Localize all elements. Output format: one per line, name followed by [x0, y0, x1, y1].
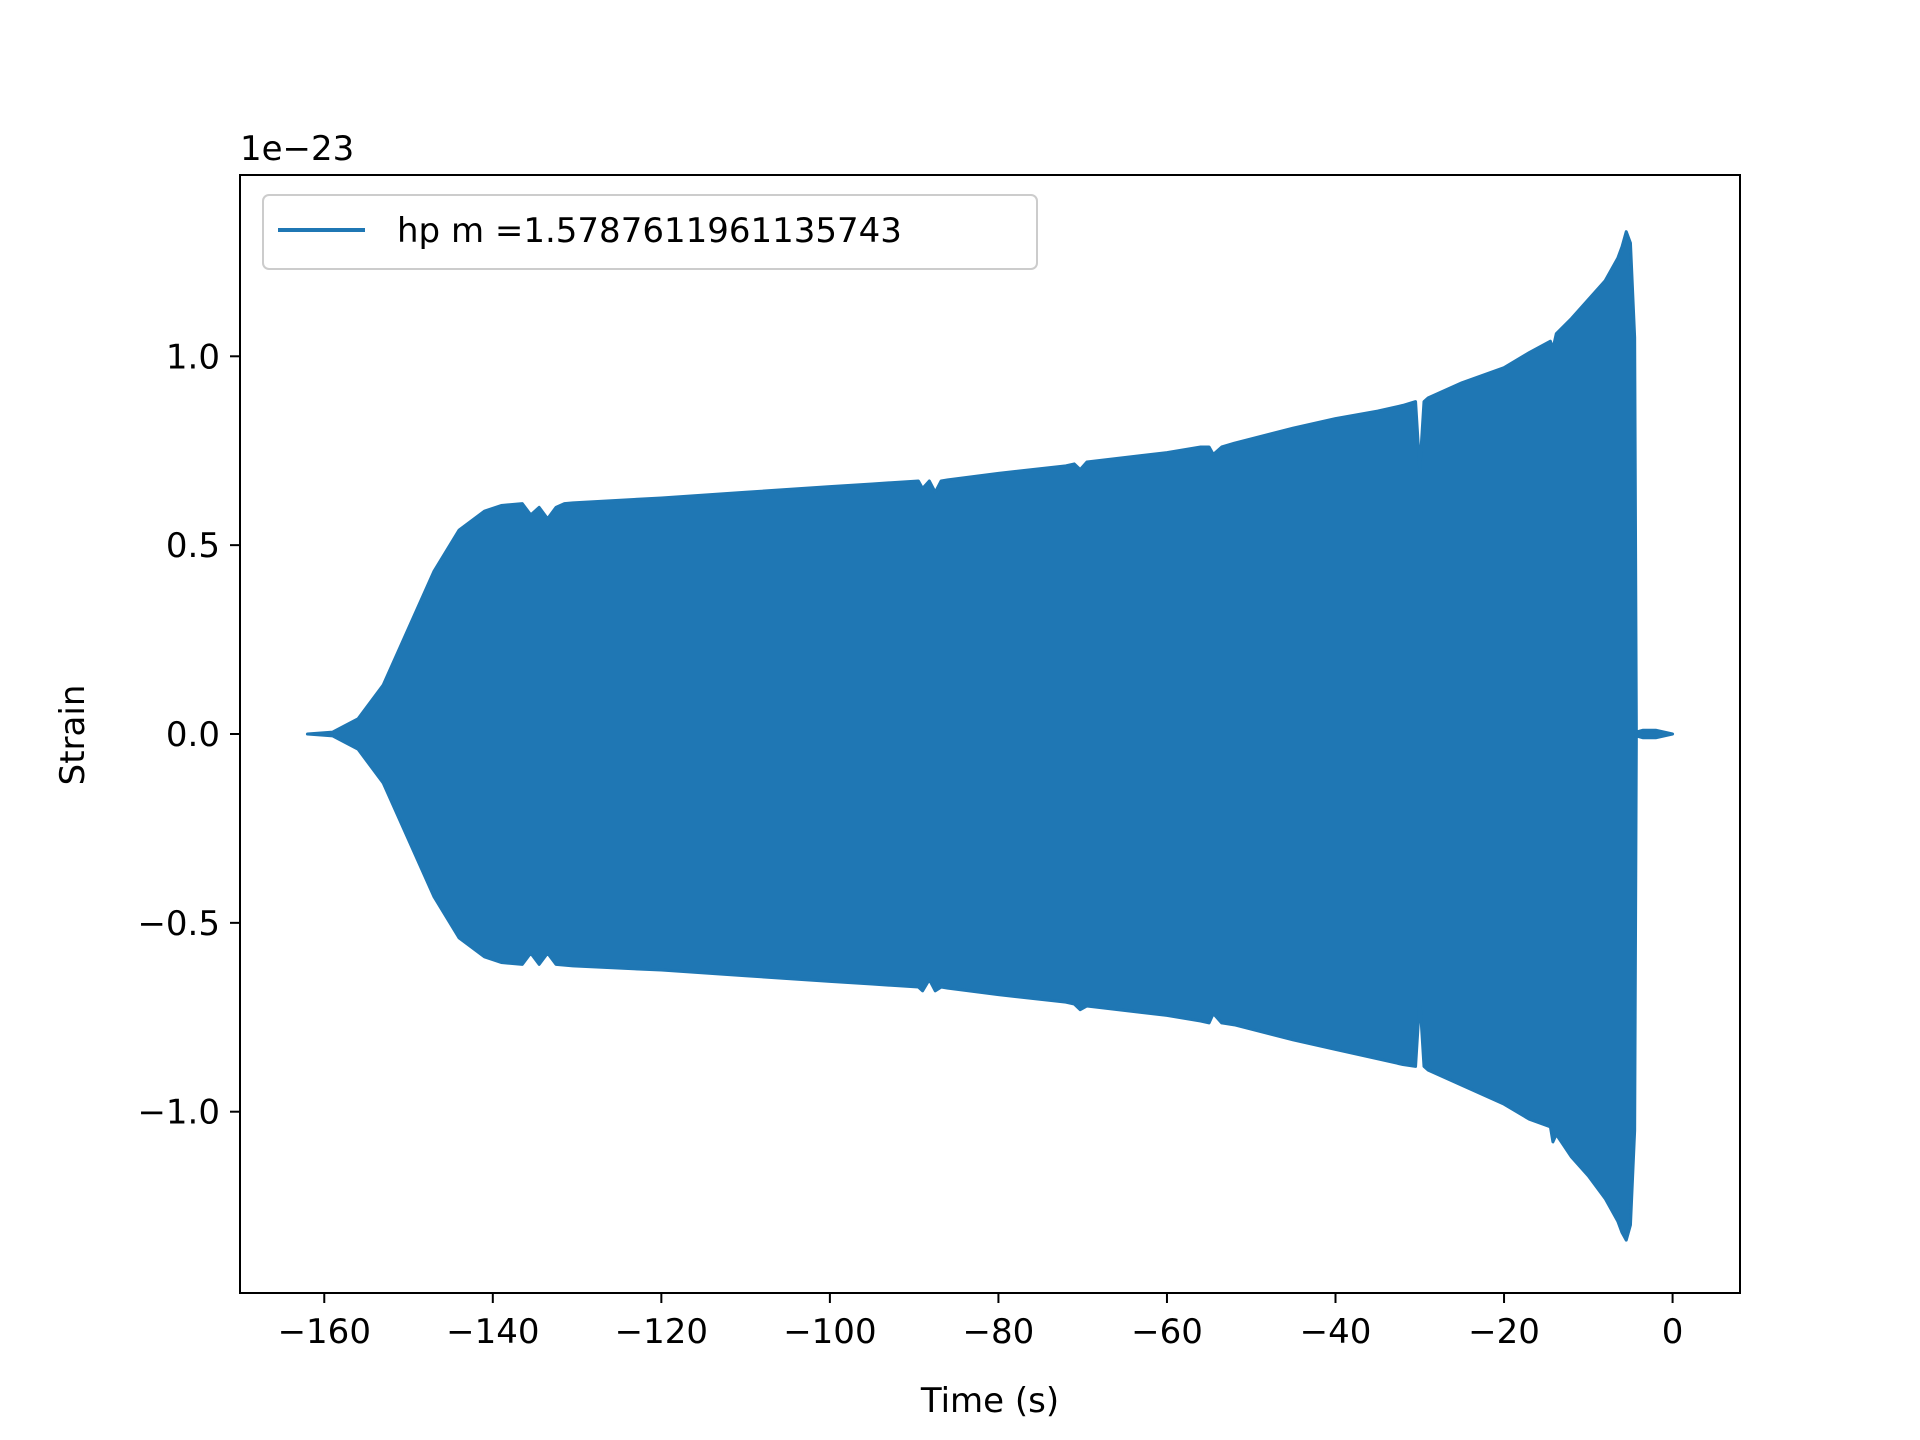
x-tick-label: −100 [783, 1312, 876, 1352]
x-tick-label: −20 [1468, 1312, 1540, 1352]
x-tick-label: −40 [1300, 1312, 1372, 1352]
y-axis-label: Strain [53, 685, 93, 786]
legend: hp m =1.5787611961135743 [262, 194, 1038, 270]
x-tick-label: 0 [1662, 1312, 1684, 1352]
series-layer [305, 230, 1675, 1242]
y-tick-label: 1.0 [166, 337, 220, 377]
offset-text: 1e−23 [240, 129, 354, 169]
x-tick-label: −160 [278, 1312, 371, 1352]
x-tick-label: −60 [1131, 1312, 1203, 1352]
y-tick-label: 0.5 [166, 526, 220, 566]
y-tick-label: 0.0 [166, 715, 220, 755]
y-tick-label: −0.5 [137, 904, 220, 944]
legend-box [262, 194, 1038, 270]
x-tick-label: −80 [963, 1312, 1035, 1352]
y-tick-label: −1.0 [137, 1093, 220, 1133]
y-axis: −1.0 −0.5 0.0 0.5 1.0 [137, 337, 240, 1133]
x-axis: −160 −140 −120 −100 −80 −60 −40 −20 0 [278, 1293, 1684, 1352]
series-0-waveform [305, 230, 1675, 1242]
x-tick-label: −140 [446, 1312, 539, 1352]
legend-entry-series-0: hp m =1.5787611961135743 [397, 211, 902, 251]
x-tick-label: −120 [615, 1312, 708, 1352]
x-axis-label: Time (s) [920, 1381, 1059, 1421]
